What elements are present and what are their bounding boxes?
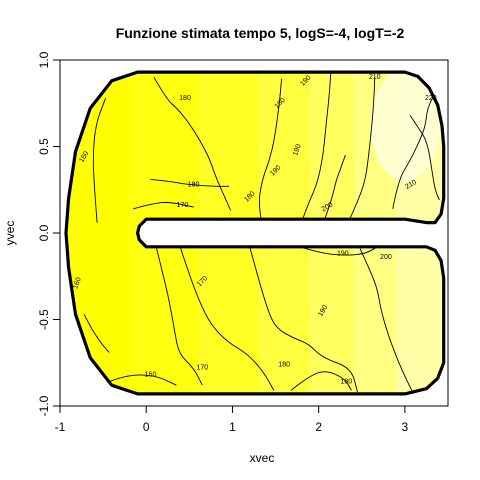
y-tick-label: -0.5: [37, 309, 51, 330]
contour-line-160: [83, 314, 110, 353]
y-tick-label: -1.0: [37, 395, 51, 416]
contour-label: 180: [179, 95, 191, 102]
x-axis-label: xvec: [250, 451, 275, 465]
x-tick-label: -1: [55, 420, 66, 434]
contour-line-210: [392, 92, 436, 209]
contour-line-220: [409, 115, 440, 201]
contour-label: 170: [196, 365, 208, 372]
contour-line-170: [133, 202, 194, 210]
fill-highlight: [370, 72, 440, 182]
contour-line-180: [150, 178, 229, 187]
y-tick-label: 1.0: [37, 51, 51, 68]
x-tick-label: 1: [229, 420, 236, 434]
contour-label: 190: [292, 143, 303, 156]
contour-line-170: [156, 248, 203, 386]
contour-line-180: [180, 248, 275, 391]
y-axis: -1.0 -0.5 0.0 0.5 1.0: [37, 51, 61, 416]
contour-line-190: [259, 78, 283, 223]
domain-boundary: [64, 70, 446, 396]
contour-line-200: [359, 248, 414, 394]
contour-lines: [83, 73, 440, 394]
contour-label: 190: [317, 304, 329, 318]
domain-boundary-line: [64, 70, 446, 396]
contour-line-190: [299, 246, 378, 256]
y-tick-label: 0.5: [37, 138, 51, 155]
contour-label: 180: [188, 181, 200, 188]
y-axis-label: yvec: [3, 221, 17, 246]
contour-label: 200: [380, 254, 392, 261]
contour-label: 220: [425, 95, 437, 102]
x-axis: -1 0 1 2 3: [55, 405, 409, 434]
contour-line-160: [92, 97, 107, 223]
contour-line-210: [349, 77, 376, 220]
contour-label: 190: [337, 251, 349, 258]
contour-label: 210: [404, 179, 418, 191]
y-tick-label: 0.0: [37, 224, 51, 241]
chart-title: Funzione stimata tempo 5, logS=-4, logT=…: [116, 25, 405, 41]
contour-label: 200: [321, 201, 335, 213]
contour-label: 160: [145, 372, 157, 379]
contour-label: 180: [278, 361, 290, 368]
x-tick-label: 0: [143, 420, 150, 434]
contour-line-160: [104, 374, 177, 386]
contour-line-200: [300, 73, 332, 223]
x-tick-label: 3: [402, 420, 409, 434]
contour-label: 210: [369, 74, 381, 81]
contour-line-180: [153, 77, 232, 211]
contour-label: 160: [78, 150, 90, 164]
contour-labels: 1601601601701701701801801801801801801901…: [72, 74, 437, 386]
contour-line-180: [290, 371, 352, 391]
contour-line-190: [249, 246, 358, 393]
contour-label: 160: [72, 277, 83, 290]
contour-label: 180: [340, 379, 352, 386]
x-tick-label: 2: [315, 420, 322, 434]
contour-label: 170: [177, 202, 189, 209]
contour-line-200: [324, 155, 346, 220]
